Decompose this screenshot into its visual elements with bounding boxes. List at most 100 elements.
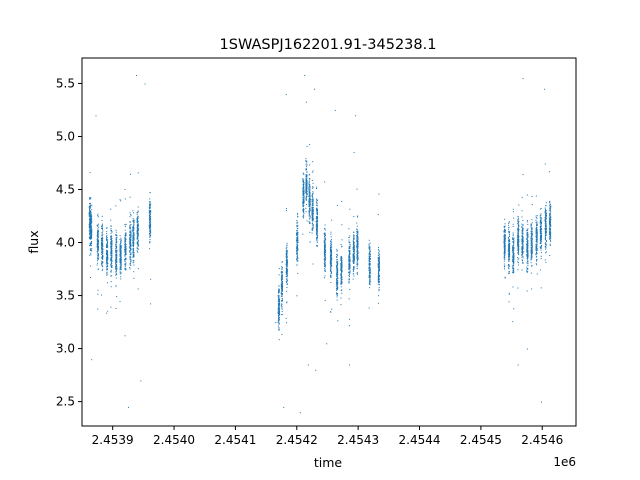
data-point (504, 226, 506, 228)
data-point (504, 223, 506, 225)
data-point (348, 247, 350, 249)
data-point (110, 255, 112, 257)
data-point (316, 228, 318, 230)
data-point (137, 288, 139, 290)
data-point (97, 262, 99, 264)
data-point (356, 230, 358, 232)
data-point (308, 180, 310, 182)
data-point (101, 239, 103, 241)
data-point (101, 239, 103, 241)
data-point (512, 242, 514, 244)
data-point (132, 242, 134, 244)
data-point (323, 232, 325, 234)
data-point (111, 255, 113, 257)
data-point (129, 267, 131, 269)
data-point (503, 250, 505, 252)
data-point (341, 289, 343, 291)
data-point (302, 181, 304, 183)
data-point (512, 238, 514, 240)
data-point (309, 211, 311, 213)
data-point (129, 221, 131, 223)
data-point (88, 214, 90, 216)
data-point (357, 244, 359, 246)
data-point (340, 283, 342, 285)
data-point (309, 196, 311, 198)
data-point (527, 246, 529, 248)
data-point (336, 273, 338, 275)
data-point (356, 259, 358, 261)
data-point (278, 288, 280, 290)
data-point (316, 209, 318, 211)
data-point (102, 251, 104, 253)
data-point (133, 224, 135, 226)
data-point (120, 262, 122, 264)
data-point (132, 237, 134, 239)
data-point (124, 264, 126, 266)
data-point (336, 296, 338, 298)
data-point (101, 240, 103, 242)
data-point (508, 266, 510, 268)
data-point (330, 249, 332, 251)
data-point (527, 253, 529, 255)
data-point (348, 273, 350, 275)
data-point (89, 171, 91, 173)
data-point (336, 254, 338, 256)
data-point (309, 209, 311, 211)
data-point (137, 224, 139, 226)
data-point (518, 242, 520, 244)
data-point (369, 275, 371, 277)
data-point (303, 189, 305, 191)
data-point (312, 198, 314, 200)
data-point (132, 248, 134, 250)
data-point (286, 277, 288, 279)
data-point (278, 302, 280, 304)
data-point (312, 227, 314, 229)
data-point (90, 222, 92, 224)
data-point (311, 208, 313, 210)
data-point (115, 277, 117, 279)
data-point (536, 264, 538, 266)
data-point (119, 269, 121, 271)
data-point (149, 232, 151, 234)
data-point (512, 237, 514, 239)
data-point (369, 246, 371, 248)
data-point (137, 248, 139, 250)
data-point (278, 301, 280, 303)
data-point (522, 232, 524, 234)
data-point (378, 274, 380, 276)
data-point (106, 234, 108, 236)
data-point (348, 228, 350, 230)
data-point (316, 232, 318, 234)
data-point (277, 307, 279, 309)
data-point (504, 265, 506, 267)
data-point (504, 277, 506, 279)
data-point (522, 237, 524, 239)
data-point (357, 242, 359, 244)
data-point (281, 290, 283, 292)
data-point (324, 264, 325, 266)
data-point (508, 245, 510, 246)
data-point (357, 262, 359, 264)
data-point (297, 234, 299, 236)
data-point (296, 264, 298, 266)
data-point (115, 262, 117, 264)
data-point (527, 268, 529, 270)
data-point (282, 278, 284, 280)
data-point (512, 246, 514, 248)
data-point (133, 226, 135, 228)
data-point (132, 236, 134, 238)
data-point (91, 235, 93, 237)
data-point (89, 242, 91, 244)
data-point (116, 256, 118, 258)
data-point (341, 277, 343, 279)
data-point (286, 281, 288, 283)
data-point (324, 243, 326, 245)
data-point (378, 193, 380, 195)
data-point (356, 251, 358, 253)
data-point (120, 240, 122, 242)
data-point (312, 193, 314, 195)
data-point (357, 256, 359, 258)
data-point (286, 252, 288, 254)
data-point (312, 219, 314, 221)
data-point (504, 225, 506, 227)
